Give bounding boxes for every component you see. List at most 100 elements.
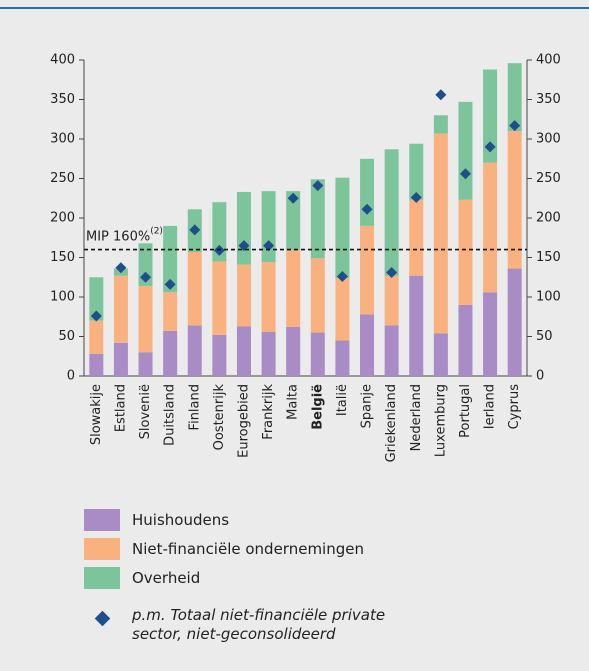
y-tick-label: 0 <box>67 369 75 384</box>
bar-segment <box>261 191 276 263</box>
y2-tick-label: 50 <box>536 329 553 344</box>
x-tick-label: Malta <box>286 384 301 420</box>
x-tick-label: Oostenrijk <box>212 384 227 451</box>
legend-swatch <box>84 610 120 626</box>
bar-segment <box>409 199 424 276</box>
legend-item: p.m. Totaal niet-financiële private sect… <box>84 592 432 644</box>
bar-segment <box>310 179 325 259</box>
bar-segment <box>360 314 375 376</box>
y-tick-label: 350 <box>50 92 75 107</box>
bar-segment <box>360 158 375 226</box>
bar-segment <box>433 333 448 376</box>
bar-segment <box>310 332 325 376</box>
bar-segment <box>286 249 301 328</box>
bar-segment <box>335 177 350 279</box>
y-tick-label: 150 <box>50 250 75 265</box>
bar-segment <box>236 326 251 376</box>
x-tick-label: Frankrijk <box>261 384 276 440</box>
bar-segment <box>507 63 522 132</box>
x-tick-label: Eurogebied <box>236 384 251 458</box>
x-tick-label: Nederland <box>409 384 424 451</box>
x-tick-label: Luxemburg <box>433 384 448 457</box>
x-tick-label: Cyprus <box>507 384 522 430</box>
bar-segment <box>236 264 251 327</box>
bar-segment <box>212 202 227 262</box>
bar-segment <box>187 251 202 326</box>
bar-segment <box>335 340 350 376</box>
diamond-marker <box>164 278 176 290</box>
bar-segment <box>163 330 178 376</box>
diamond-marker <box>435 89 447 101</box>
diamond-marker <box>509 120 521 132</box>
bar-segment <box>113 342 128 376</box>
bar-segment <box>458 101 473 200</box>
bar-segment <box>384 275 399 326</box>
bar-segment <box>113 275 128 343</box>
legend-label: p.m. Totaal niet-financiële private sect… <box>132 606 386 643</box>
y2-tick-label: 300 <box>536 132 561 147</box>
bar-segment <box>507 268 522 376</box>
y-tick-label: 300 <box>50 132 75 147</box>
x-tick-label: België <box>310 384 325 430</box>
x-tick-label: Duitsland <box>163 384 178 446</box>
bar-segment <box>187 325 202 376</box>
x-tick-label: Italië <box>335 384 350 416</box>
diamond-marker <box>386 267 398 279</box>
bar-segment <box>138 285 153 353</box>
reference-label-text: MIP 160% <box>86 229 150 244</box>
bar-segment <box>212 334 227 376</box>
bar-segment <box>409 143 424 200</box>
bar-segment <box>261 262 276 332</box>
diamond-marker <box>115 262 127 274</box>
bar-segment <box>286 191 301 250</box>
x-tick-label: Ierland <box>483 384 498 429</box>
bar-segment <box>483 69 498 163</box>
diamond-marker <box>263 240 275 252</box>
diamond-marker <box>336 270 348 282</box>
bar-segment <box>409 275 424 376</box>
bar-segment <box>89 320 104 354</box>
bar-segment <box>458 304 473 376</box>
bar-segment <box>335 278 350 341</box>
y2-tick-label: 200 <box>536 211 561 226</box>
legend-label: Overheid <box>132 568 201 587</box>
diamond-marker <box>312 180 324 192</box>
bar-segment <box>236 191 251 265</box>
x-tick-label: Estland <box>113 384 128 432</box>
y-tick-label: 100 <box>50 290 75 305</box>
x-tick-label: Portugal <box>458 384 473 438</box>
x-tick-label: Finland <box>187 384 202 430</box>
diamond-marker <box>90 310 102 322</box>
chart: 0 50 100 150 200 250 300 350 400 0 50 100 150 200 250 3… <box>0 7 589 462</box>
bar-segment <box>261 331 276 376</box>
bar-segment <box>384 325 399 376</box>
x-tick-label: Slowakije <box>89 384 104 445</box>
bar-segment <box>483 292 498 376</box>
y2-tick-label: 150 <box>536 250 561 265</box>
x-tick-label: Griekenland <box>384 384 399 462</box>
bar-segment <box>433 115 448 134</box>
y-tick-label: 250 <box>50 171 75 186</box>
legend-swatch <box>84 508 120 531</box>
y-tick-label: 200 <box>50 211 75 226</box>
diamond-marker <box>484 141 496 153</box>
diamond-marker <box>287 192 299 204</box>
reference-label: MIP 160%(2) <box>86 226 163 244</box>
bar-segment <box>89 277 104 321</box>
bar-segment <box>89 353 104 376</box>
diamond-marker <box>410 191 422 203</box>
y2-tick-label: 0 <box>536 369 544 384</box>
legend-label: Niet-financiële ondernemingen <box>132 539 364 558</box>
diamond-marker <box>189 224 201 236</box>
bar-segment <box>458 199 473 305</box>
legend-item: Overheid <box>84 563 432 592</box>
bar-segment <box>433 133 448 334</box>
reference-note: (2) <box>150 226 163 236</box>
bar-segment <box>360 225 375 315</box>
y2-tick-label: 100 <box>536 290 561 305</box>
bar-segment <box>163 292 178 331</box>
diamond-marker <box>140 271 152 283</box>
bar-segment <box>212 261 227 335</box>
bar-segment <box>310 258 325 333</box>
